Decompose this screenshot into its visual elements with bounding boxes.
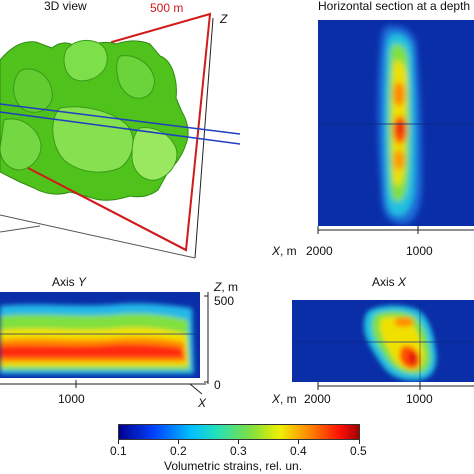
axis-y-z-tick-0: 0: [214, 378, 221, 392]
colorbar-tick-0.4: 0.4: [290, 444, 307, 458]
axis-y-z-axis: [204, 292, 209, 384]
view3d-z-axis: [194, 17, 214, 259]
axis-y-x-label: X: [198, 396, 207, 410]
view3d-blue-line-2: [0, 111, 240, 145]
colorbar-gradient: [118, 424, 360, 440]
horizontal-section-map: [318, 20, 474, 226]
axis-x-section-map: [292, 300, 474, 382]
axis-y-title: Axis Y: [52, 275, 87, 289]
axis-x-x-label: X, m: [272, 392, 297, 406]
horizontal-title: Horizontal section at a depth: [318, 0, 471, 13]
axis-y-x-axis: [0, 380, 206, 395]
horizontal-axis-line: [317, 226, 474, 234]
view3d-blue-line-1: [0, 103, 240, 135]
view3d-baseline: [0, 214, 196, 259]
axis-y-section-map: [0, 292, 200, 378]
colorbar-tick-mark: [359, 440, 360, 444]
view3d-z-label: Z: [220, 12, 228, 26]
view3d-axis-stub: [0, 225, 41, 233]
colorbar-tick-0.3: 0.3: [230, 444, 247, 458]
colorbar-tick-mark: [238, 440, 239, 444]
colorbar-tick-mark: [178, 440, 179, 444]
horizontal-tick-1000: 1000: [406, 244, 433, 258]
axis-x-tick-1000: 1000: [406, 392, 433, 406]
axis-x-axis-line: [317, 382, 474, 390]
view3d-scene: [0, 12, 240, 259]
axis-y-x-tick-1000: 1000: [58, 392, 85, 406]
horizontal-tick-2000: 2000: [306, 244, 333, 258]
colorbar-tick-mark: [298, 440, 299, 444]
view3d-title: 3D view: [44, 0, 87, 13]
view3d-length-label: 500 m: [150, 1, 184, 15]
colorbar-label: Volumetric strains, rel. un.: [164, 459, 303, 473]
colorbar-tick-mark: [118, 440, 119, 444]
horizontal-x-label: X, m: [272, 244, 297, 258]
axis-y-z-label: Z, m: [214, 280, 239, 294]
axis-x-tick-2000: 2000: [304, 392, 331, 406]
colorbar-tick-0.2: 0.2: [170, 444, 187, 458]
view3d-green-body: [0, 39, 189, 201]
axis-x-title: Axis X: [372, 275, 407, 289]
colorbar-tick-0.5: 0.5: [350, 444, 367, 458]
axis-y-z-tick-500: 500: [214, 294, 235, 308]
colorbar-tick-0.1: 0.1: [110, 444, 127, 458]
